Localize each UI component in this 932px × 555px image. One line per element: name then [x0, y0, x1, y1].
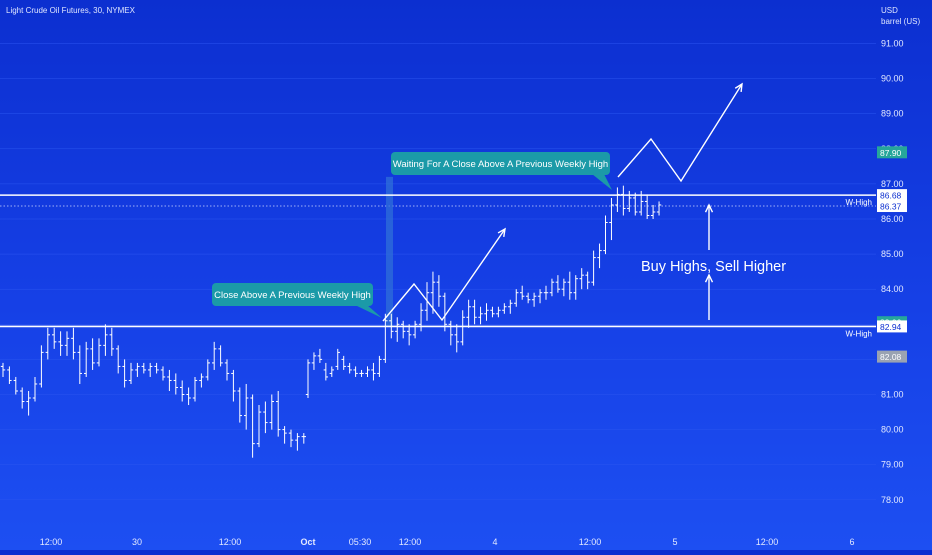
weekly-high-label: W-High	[845, 198, 872, 207]
callout-text: Close Above A Previous Weekly High	[214, 290, 371, 301]
price-tag-label: 82.94	[880, 322, 902, 332]
callout-box[interactable]	[391, 152, 610, 175]
price-tag	[877, 200, 907, 213]
up-arrow-lower-head	[704, 273, 714, 283]
price-tag-label: 87.90	[880, 148, 902, 158]
up-arrow-upper-head	[704, 203, 714, 213]
price-tag	[877, 320, 907, 333]
price-tag-label: 86.37	[880, 202, 902, 212]
y-tick-label: 81.00	[881, 390, 904, 400]
x-tick-label: 4	[492, 537, 497, 547]
x-tick-label: 30	[132, 537, 142, 547]
x-tick-label: 12:00	[579, 537, 602, 547]
x-tick-label: 6	[849, 537, 854, 547]
y-tick-label: 91.00	[881, 39, 904, 49]
y-tick-label: 80.00	[881, 425, 904, 435]
currency: USD	[881, 6, 898, 15]
projection-arrow-1-head	[497, 227, 506, 238]
callout-text: Waiting For A Close Above A Previous Wee…	[393, 159, 608, 170]
projection-arrow-1	[382, 228, 506, 322]
callout-tail	[355, 305, 382, 318]
y-tick-label: 90.00	[881, 74, 904, 84]
x-tick-label: 12:00	[756, 537, 779, 547]
annotation-buy-highs: Buy Highs, Sell Higher	[641, 259, 786, 275]
x-tick-label: 12:00	[40, 537, 63, 547]
price-tag	[877, 189, 907, 202]
price-tag	[877, 146, 907, 159]
highlight-bar	[386, 176, 393, 327]
x-tick-label: 05:30	[349, 537, 372, 547]
y-tick-label: 86.00	[881, 214, 904, 224]
y-tick-label: 85.00	[881, 249, 904, 259]
x-tick-label: 5	[672, 537, 677, 547]
y-tick-label: 89.00	[881, 109, 904, 119]
x-tick-label: Oct	[300, 537, 315, 547]
x-tick-label: 12:00	[219, 537, 242, 547]
y-tick-label: 79.00	[881, 460, 904, 470]
weekly-high-label: W-High	[845, 329, 872, 338]
y-tick-label: 84.00	[881, 284, 904, 294]
callout-tail	[592, 174, 612, 190]
projection-arrow-2-head	[734, 82, 743, 93]
y-tick-label: 78.00	[881, 495, 904, 505]
symbol-title: Light Crude Oil Futures, 30, NYMEX	[6, 6, 135, 15]
price-tag	[877, 350, 907, 363]
callout-box[interactable]	[212, 283, 373, 306]
unit: barrel (US)	[881, 17, 921, 26]
y-tick-label: 87.00	[881, 179, 904, 189]
price-tag-label: 82.08	[880, 352, 902, 362]
currency-label: USD barrel (US)	[881, 5, 920, 27]
projection-arrow-2	[617, 83, 743, 183]
x-tick-label: 12:00	[399, 537, 422, 547]
price-tag-label: 86.68	[880, 191, 902, 201]
